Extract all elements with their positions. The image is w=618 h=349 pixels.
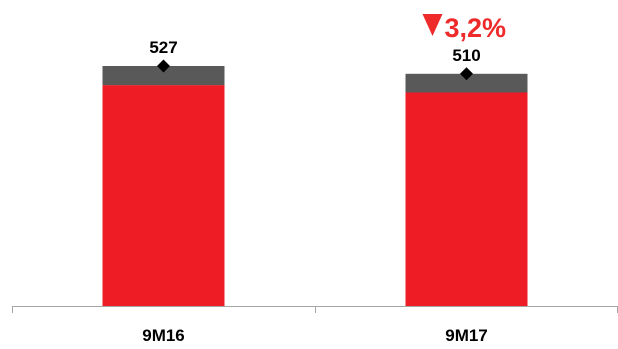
total-markers-group xyxy=(157,59,473,81)
bar-9m16-segment-2 xyxy=(102,66,225,86)
x-tick-label-9m17: 9M17 xyxy=(445,326,488,345)
change-indicator: 3,2% xyxy=(422,13,507,43)
total-marker-9m16 xyxy=(157,59,170,73)
change-percent: 3,2% xyxy=(445,13,507,43)
down-arrow-icon xyxy=(422,14,443,36)
total-label-9m17: 510 xyxy=(452,46,480,65)
bar-9m17-segment-1 xyxy=(405,92,528,307)
bars-group xyxy=(102,66,528,307)
total-label-9m16: 527 xyxy=(149,38,177,57)
x-tick-label-9m16: 9M16 xyxy=(142,326,185,345)
total-marker-9m17 xyxy=(460,67,473,81)
bar-9m16-segment-1 xyxy=(102,85,225,306)
labels-group: 527 9M16 510 9M17 xyxy=(142,38,488,345)
bar-9m17-segment-2 xyxy=(405,73,528,93)
x-axis xyxy=(12,306,618,313)
